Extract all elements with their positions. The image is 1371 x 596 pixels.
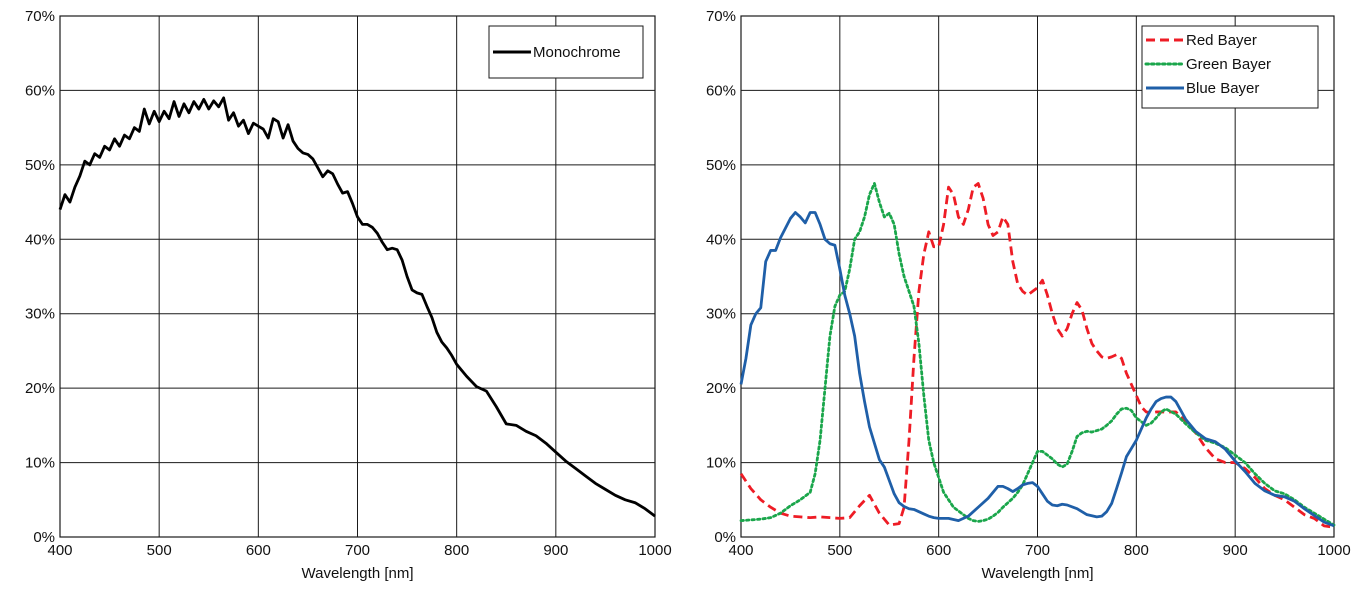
right-y-tick-label: 70% <box>706 8 736 25</box>
right-legend: Red Bayer Green Bayer Blue Bayer <box>1141 25 1319 109</box>
right-x-axis-label: Wavelength [nm] <box>982 565 1094 582</box>
left-x-tick-label: 700 <box>345 542 370 559</box>
right-x-tick-label: 900 <box>1223 542 1248 559</box>
left-legend: Monochrome <box>488 25 644 79</box>
right-y-tick-label: 0% <box>714 529 736 546</box>
right-series-line-1 <box>739 182 1336 527</box>
left-x-tick-label: 600 <box>246 542 271 559</box>
left-x-tick-label: 1000 <box>638 542 671 559</box>
right-plot-frame <box>740 15 1335 538</box>
left-plot-frame <box>59 15 656 538</box>
right-legend-label-2: Blue Bayer <box>1186 80 1259 97</box>
left-y-tick-label: 50% <box>25 157 55 174</box>
left-x-tick-label: 900 <box>543 542 568 559</box>
left-x-axis-label: Wavelength [nm] <box>302 565 414 582</box>
left-y-tick-label: 20% <box>25 380 55 397</box>
left-x-tick-label: 400 <box>47 542 72 559</box>
left-y-tick-label: 40% <box>25 231 55 248</box>
right-y-tick-label: 20% <box>706 380 736 397</box>
left-y-tick-label: 70% <box>25 8 55 25</box>
left-y-tick-label: 30% <box>25 306 55 323</box>
left-series-line-0 <box>58 96 656 518</box>
right-y-tick-label: 60% <box>706 82 736 99</box>
monochrome-chart: 400 500 600 700 800 900 1000 0% 10% 20% 30% 40% 50% 6… <box>25 8 672 582</box>
left-y-tick-label: 0% <box>33 529 55 546</box>
right-x-tick-label: 400 <box>728 542 753 559</box>
right-x-tick-label: 1000 <box>1317 542 1350 559</box>
left-y-tick-label: 10% <box>25 455 55 472</box>
right-x-tick-label: 700 <box>1025 542 1050 559</box>
right-y-tick-label: 40% <box>706 231 736 248</box>
right-y-tick-label: 30% <box>706 306 736 323</box>
left-x-tick-label: 500 <box>147 542 172 559</box>
left-x-tick-label: 800 <box>444 542 469 559</box>
right-legend-label-0: Red Bayer <box>1186 32 1257 49</box>
left-legend-label-0: Monochrome <box>533 44 621 61</box>
right-x-tick-label: 600 <box>926 542 951 559</box>
right-y-tick-label: 50% <box>706 157 736 174</box>
right-legend-label-1: Green Bayer <box>1186 56 1271 73</box>
right-x-tick-label: 800 <box>1124 542 1149 559</box>
right-series-line-2 <box>739 211 1335 528</box>
right-legend-box <box>1141 25 1319 109</box>
right-y-tick-label: 10% <box>706 455 736 472</box>
right-x-tick-label: 500 <box>827 542 852 559</box>
left-y-tick-label: 60% <box>25 82 55 99</box>
bayer-chart: 400 500 600 700 800 900 1000 0% 10% 20% 30% 40% 50% 6… <box>706 8 1351 582</box>
